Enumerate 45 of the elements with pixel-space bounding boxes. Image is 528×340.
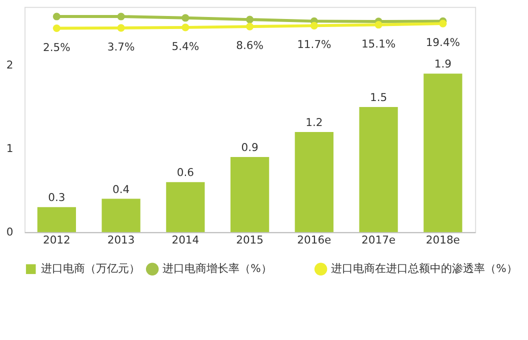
data-label: 1.5 bbox=[370, 91, 388, 104]
data-label: 11.7% bbox=[297, 38, 332, 52]
legend-label: 进口电商增长率（%） bbox=[162, 262, 272, 276]
data-label: 15.1% bbox=[361, 37, 396, 50]
data-label: 0.6 bbox=[176, 166, 194, 180]
x-tick-label: 2018e bbox=[426, 233, 460, 246]
bar bbox=[37, 207, 76, 232]
data-label: 3.7% bbox=[107, 40, 135, 54]
x-tick-label: 2017e bbox=[362, 233, 396, 246]
legend-label: 进口电商在进口总额中的渗透率（%） bbox=[331, 262, 518, 276]
data-label: 8.6% bbox=[236, 39, 264, 52]
x-tick-label: 2016e bbox=[297, 233, 332, 246]
point bbox=[439, 20, 447, 28]
data-label: 19.4% bbox=[426, 36, 460, 50]
y-tick-label: 1 bbox=[6, 142, 14, 156]
bar bbox=[359, 106, 398, 232]
data-label: 0.9 bbox=[241, 141, 259, 154]
data-label: 1.2 bbox=[306, 116, 323, 130]
bar bbox=[294, 132, 334, 232]
data-label: 0.3 bbox=[48, 191, 66, 204]
x-tick-label: 2014 bbox=[172, 233, 200, 246]
point bbox=[182, 14, 190, 22]
y-tick-label: 2 bbox=[6, 58, 14, 72]
bar bbox=[230, 157, 270, 232]
bar bbox=[166, 182, 205, 232]
point bbox=[117, 12, 125, 20]
point bbox=[374, 20, 382, 29]
x-tick-label: 2012 bbox=[42, 233, 70, 246]
data-label: 0.4 bbox=[112, 182, 130, 196]
point bbox=[310, 22, 318, 30]
bar bbox=[424, 74, 462, 232]
point bbox=[246, 16, 254, 24]
point bbox=[52, 12, 60, 20]
data-label: 5.4% bbox=[172, 40, 200, 53]
legend-label: 进口电商（万亿元） bbox=[41, 262, 140, 276]
point bbox=[52, 24, 60, 32]
x-tick-label: 2013 bbox=[107, 233, 135, 246]
data-label: 2.5% bbox=[42, 40, 70, 54]
bar bbox=[102, 198, 140, 232]
x-tick-label: 2015 bbox=[236, 233, 264, 246]
point bbox=[182, 24, 190, 32]
point bbox=[117, 24, 125, 32]
point bbox=[246, 22, 254, 30]
y-tick-label: 0 bbox=[6, 226, 14, 239]
data-label: 1.9 bbox=[434, 58, 452, 71]
